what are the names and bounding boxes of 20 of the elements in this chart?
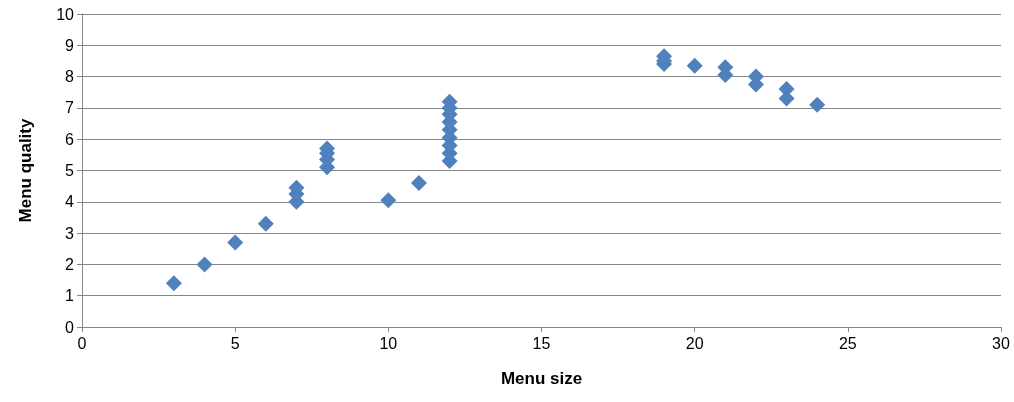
x-tick-label: 0 [77, 334, 87, 352]
x-tick-label: 10 [379, 334, 398, 352]
y-tick-label: 7 [65, 99, 75, 117]
x-tick-label: 5 [230, 334, 240, 352]
y-axis-title: Menu quality [16, 118, 35, 223]
x-tick-label: 15 [532, 334, 551, 352]
x-tick-label: 30 [992, 334, 1010, 352]
y-tick-label: 6 [65, 130, 75, 148]
y-tick-label: 3 [65, 224, 75, 242]
y-tick-label: 0 [65, 318, 75, 336]
y-tick-label: 4 [65, 193, 75, 211]
y-tick-label: 8 [65, 68, 75, 86]
y-tick-label: 9 [65, 36, 75, 54]
x-tick-label: 20 [685, 334, 704, 352]
x-axis-title: Menu size [500, 369, 583, 388]
y-tick-label: 2 [65, 255, 75, 273]
y-tick-label: 1 [65, 287, 75, 305]
y-tick-label: 10 [56, 5, 75, 23]
y-tick-label: 5 [65, 162, 75, 179]
x-tick-label: 25 [838, 334, 857, 352]
